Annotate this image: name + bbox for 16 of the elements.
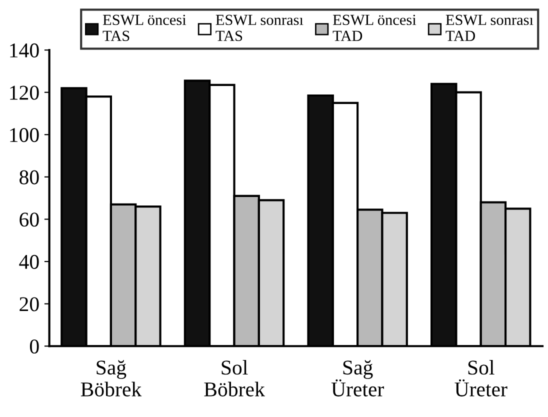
legend-label: ESWL sonrası TAS [216,14,304,42]
x-tick-label: Sol Böbrek [204,360,265,396]
x-tick-label: Sağ Üreter [331,360,384,396]
y-tick-label: 20 [20,297,39,312]
x-tick-label: Sağ Böbrek [80,360,142,396]
legend-label: ESWL öncesi TAD [332,14,416,41]
legend-label: ESWL öncesi TAS [102,14,186,42]
y-tick-label: 120 [10,86,39,100]
y-tick-label: 40 [19,254,39,269]
y-tick-label: 60 [20,212,39,227]
y-tick-label: 0 [30,339,39,354]
y-tick-label: 140 [10,43,39,58]
x-tick-label: Sol Üreter [454,360,508,396]
y-tick-label: 80 [20,170,39,184]
y-tick-label: 100 [10,128,39,142]
legend-label: ESWL sonrası TAD [446,14,534,41]
